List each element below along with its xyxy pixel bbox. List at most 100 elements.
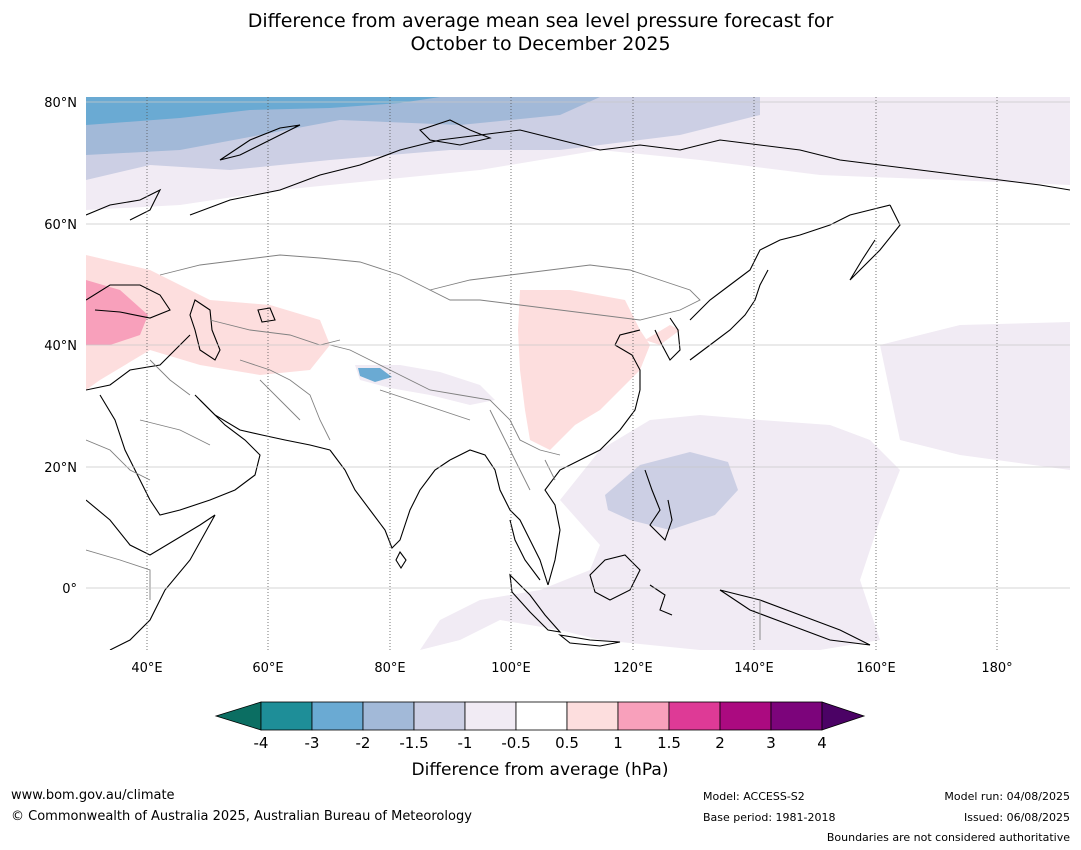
coastline-caspian-sea — [189, 299, 221, 361]
border-china-west — [329, 344, 561, 456]
anomaly-pacific-lilac — [420, 415, 900, 650]
latitude-labels: 80°N 60°N 40°N 20°N 0° — [44, 96, 77, 597]
anomaly-korea-pink — [645, 325, 680, 345]
coastline-china-east — [614, 329, 641, 390]
colorbar-tick: 4 — [817, 734, 827, 752]
colorbar-swatch — [362, 701, 415, 731]
coastline-red-sea-arabia — [99, 394, 261, 516]
coastline-mediterranean-anatolia — [86, 334, 191, 391]
colorbar-tick: -0.5 — [501, 734, 530, 752]
border-indochina — [489, 409, 556, 491]
lon-label: 40°E — [131, 661, 162, 676]
colorbar-swatch — [413, 701, 466, 731]
colorbar-tick: 1 — [613, 734, 623, 752]
colorbar-low-extend — [214, 701, 262, 731]
coastline-korea — [654, 317, 681, 361]
colorbar-tick: -2 — [356, 734, 371, 752]
coastline-aral-sea — [257, 307, 276, 323]
lat-label: 0° — [62, 582, 77, 597]
coastline-novaya-zemlya — [219, 124, 301, 161]
coastline-japan — [689, 269, 769, 361]
lon-label: 140°E — [734, 661, 774, 676]
colorbar-swatch — [770, 701, 823, 731]
colorbar-tick: 1.5 — [657, 734, 681, 752]
coastline-africa-horn — [86, 499, 216, 650]
coastline-philippines — [644, 469, 673, 542]
anomaly-caspian-rose — [86, 280, 148, 345]
coastlines — [86, 119, 1070, 650]
colorbar-swatch — [515, 701, 568, 731]
coastline-sri-lanka — [395, 550, 407, 570]
coastline-bay-bengal-indochina — [449, 449, 549, 586]
border-mongolia — [428, 264, 701, 321]
coastline-java — [558, 634, 621, 647]
pressure-anomaly-shading — [86, 97, 1070, 650]
colorbar-tick: 2 — [715, 734, 725, 752]
copyright-text: © Commonwealth of Australia 2025, Austra… — [11, 809, 472, 824]
colorbar-swatch — [260, 701, 313, 731]
coastline-borneo — [589, 554, 641, 601]
colorbar-swatch — [719, 701, 772, 731]
colorbar-swatch — [566, 701, 619, 731]
lon-label: 80°E — [374, 661, 405, 676]
border-russia-kazakhstan — [159, 254, 431, 291]
boundaries-disclaimer: Boundaries are not considered authoritat… — [826, 831, 1070, 844]
lon-label: 120°E — [613, 661, 653, 676]
map-title-line1: Difference from average mean sea level p… — [247, 10, 834, 32]
colorbar — [214, 701, 866, 731]
lon-label: 60°E — [252, 661, 283, 676]
anomaly-himalaya-blue — [358, 368, 392, 382]
lon-label: 180° — [981, 661, 1012, 676]
coastline-malaysia — [509, 519, 541, 581]
lon-label: 160°E — [856, 661, 896, 676]
coastline-kamchatka — [849, 204, 901, 281]
base-period: Base period: 1981-2018 — [703, 811, 836, 824]
anomaly-pacific-east-lilac — [880, 322, 1070, 470]
border-iraq-syria-saudi — [139, 359, 211, 446]
coastline-sumatra — [509, 573, 562, 633]
anomaly-arctic-blue — [86, 97, 440, 125]
country-borders — [86, 254, 761, 640]
lon-label: 100°E — [491, 661, 531, 676]
lat-label: 80°N — [44, 96, 77, 111]
colorbar-tick: 3 — [766, 734, 776, 752]
border-kazakhstan-south — [209, 319, 341, 346]
coastline-vietnam-china-south — [544, 389, 641, 586]
colorbar-swatch — [464, 701, 517, 731]
longitude-labels: 40°E 60°E 80°E 100°E 120°E 140°E 160°E 1… — [131, 661, 1012, 676]
colorbar-tick: 0.5 — [555, 734, 579, 752]
colorbar-swatch — [311, 701, 364, 731]
border-africa — [86, 439, 151, 600]
colorbar-label: Difference from average (hPa) — [412, 760, 669, 780]
colorbar-tick: -1.5 — [399, 734, 428, 752]
lat-label: 20°N — [44, 461, 77, 476]
colorbar-tick-labels: -4 -3 -2 -1.5 -1 -0.5 0.5 1 1.5 2 3 4 — [254, 734, 827, 752]
coastline-persian-gulf-iran — [194, 394, 331, 451]
coastline-black-sea — [86, 284, 171, 319]
anomaly-philippines-lavender — [605, 452, 738, 530]
colorbar-swatch — [668, 701, 721, 731]
coastline-india — [329, 449, 451, 549]
coastline-okhotsk-siberia-east — [689, 204, 891, 321]
issued-date: Issued: 06/08/2025 — [963, 811, 1070, 824]
map-title-line2: October to December 2025 — [410, 33, 671, 55]
colorbar-tick: -1 — [458, 734, 473, 752]
lat-label: 60°N — [44, 218, 77, 233]
coastline-taymyr — [418, 119, 492, 146]
colorbar-tick: -4 — [254, 734, 269, 752]
model-run-date: Model run: 04/08/2025 — [944, 790, 1070, 803]
coastline-siberia-arctic — [189, 129, 1070, 216]
border-iran-afghanistan-pakistan — [239, 359, 331, 441]
anomaly-china-pink — [518, 290, 650, 450]
model-name: Model: ACCESS-S2 — [703, 790, 805, 803]
website-link[interactable]: www.bom.gov.au/climate — [11, 788, 175, 803]
graticule — [86, 97, 1070, 650]
colorbar-high-extend — [821, 701, 866, 731]
border-india-nepal — [379, 389, 471, 421]
lat-label: 40°N — [44, 339, 77, 354]
coastline-sulawesi-new-guinea — [649, 584, 871, 646]
colorbar-swatch — [617, 701, 670, 731]
map-area — [86, 97, 1070, 650]
colorbar-tick: -3 — [305, 734, 320, 752]
